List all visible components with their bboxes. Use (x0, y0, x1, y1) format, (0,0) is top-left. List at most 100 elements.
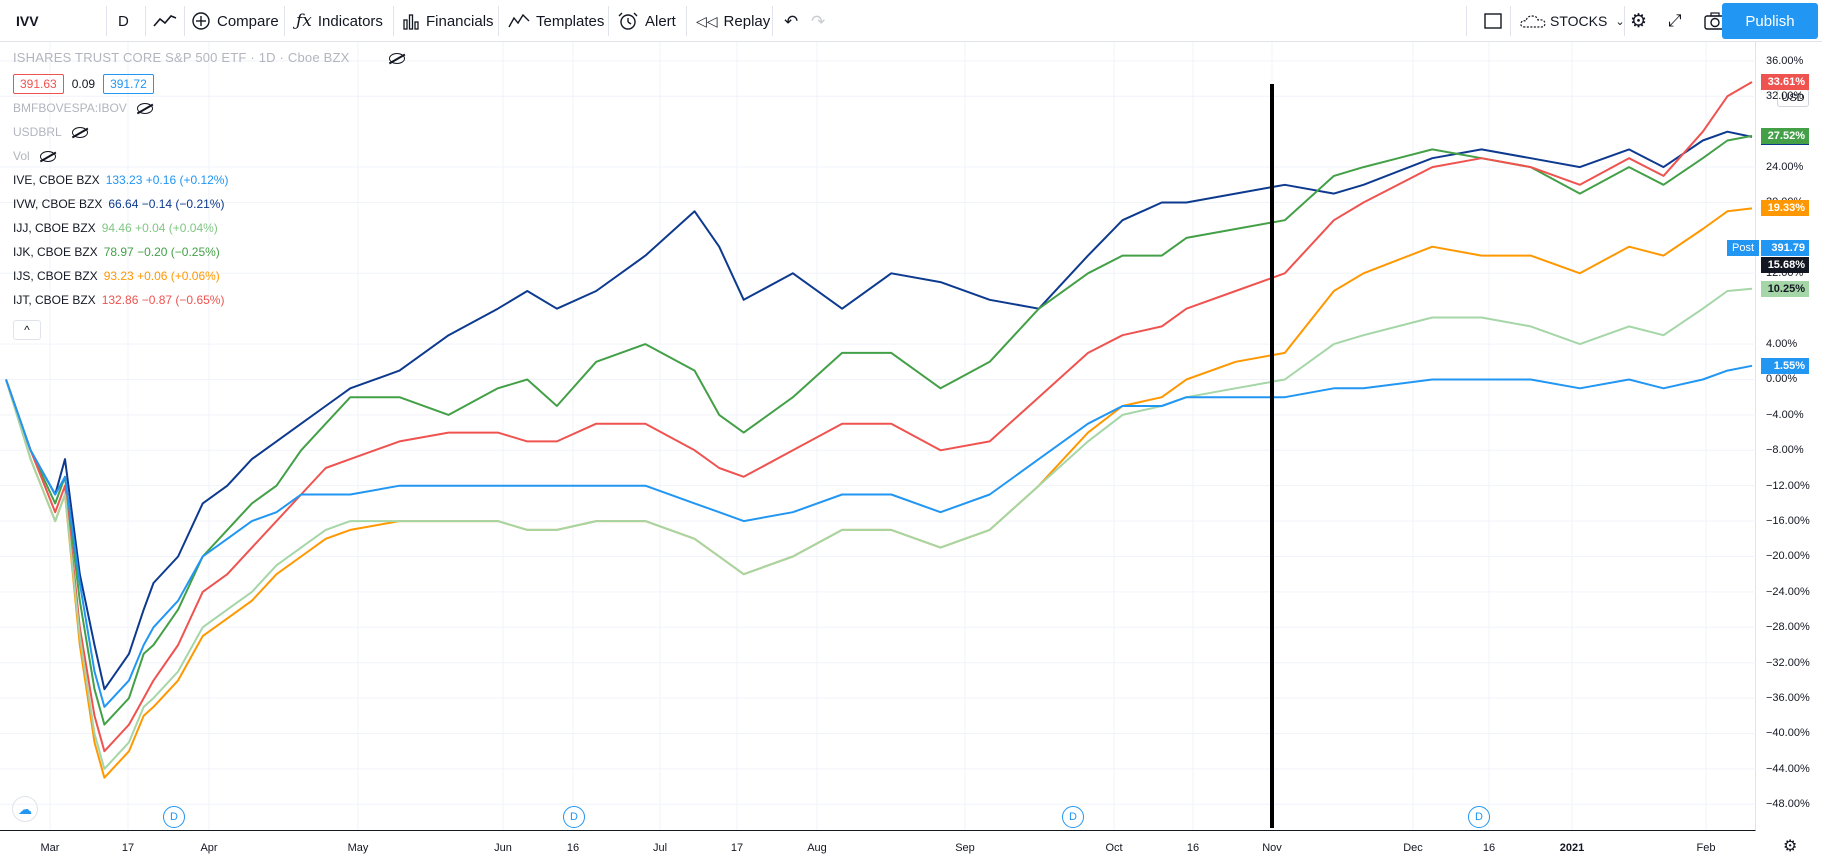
replay-label: Replay (723, 12, 771, 30)
series-line-ijk[interactable] (5, 134, 1753, 726)
series-line-ijj[interactable] (5, 287, 1753, 770)
fullscreen-button[interactable]: ⤢ (1668, 0, 1682, 42)
y-tick-label: −48.00% (1766, 798, 1810, 811)
divider (608, 6, 609, 36)
chart-type-button[interactable] (153, 0, 177, 42)
series-change: +0.04 (+0.04%) (135, 221, 218, 235)
series-price: 93.23 (103, 269, 134, 283)
templates-icon (508, 13, 530, 28)
series-price: 133.23 (105, 173, 143, 187)
bid-price: 391.63 (13, 74, 64, 94)
x-tick-label: Nov (1262, 842, 1282, 854)
last-value-tag-ive: 1.55% (1761, 357, 1809, 374)
chart-canvas[interactable] (0, 42, 1822, 862)
legend-row-ive[interactable]: IVE, CBOE BZX 133.23 +0.16 (+0.12%) (13, 168, 405, 192)
hidden-eye-icon[interactable] (71, 126, 88, 138)
series-name: IJK, CBOE BZX (13, 245, 98, 259)
bar-chart-icon (403, 14, 419, 30)
post-price-tag: 391.79 (1761, 240, 1809, 256)
interval-button[interactable]: D (118, 0, 129, 42)
publish-button[interactable]: Publish (1722, 3, 1818, 39)
legend-hidden-row[interactable]: Vol (13, 144, 405, 168)
x-tick-label: Apr (200, 842, 218, 854)
legend-row-ijt[interactable]: IJT, CBOE BZX 132.86 −0.87 (−0.65%) (13, 288, 405, 312)
indicators-label: Indicators (317, 12, 383, 30)
dividend-marker[interactable]: D (1062, 806, 1084, 828)
top-toolbar: IVV D Compare ƒx Indicators Financials T… (0, 0, 1822, 42)
redo-button[interactable]: ↷ (811, 0, 831, 42)
legend-hidden-row[interactable]: BMFBOVESPA:IBOV (13, 96, 405, 120)
alert-button[interactable]: Alert (617, 0, 676, 42)
financials-button[interactable]: Financials (402, 0, 494, 42)
series-name: IJT, CBOE BZX (13, 293, 96, 307)
y-tick-label: −28.00% (1766, 621, 1810, 634)
x-tick-label: 16 (1482, 842, 1496, 854)
y-tick-label: −20.00% (1766, 550, 1810, 563)
dividend-marker[interactable]: D (163, 806, 185, 828)
y-tick-label: −32.00% (1766, 656, 1810, 669)
series-price: 78.97 (103, 245, 134, 259)
replay-button[interactable]: ◁◁ Replay (696, 0, 770, 42)
y-tick-label: −40.00% (1766, 727, 1810, 740)
settings-button[interactable]: ⚙ (1630, 0, 1647, 42)
divider (393, 6, 394, 36)
divider (145, 6, 146, 36)
bid-ask-row: 391.63 0.09 391.72 (13, 72, 405, 96)
y-tick-label: 0.00% (1766, 373, 1798, 386)
series-line-ivw[interactable] (5, 130, 1753, 691)
tradingview-logo[interactable]: ☁ (12, 796, 38, 822)
expand-icon: ⤢ (1668, 11, 1682, 30)
legend-row-ivw[interactable]: IVW, CBOE BZX 66.64 −0.14 (−0.21%) (13, 192, 405, 216)
last-value-tag-ijj: 10.25% (1761, 280, 1809, 297)
series-name: IJS, CBOE BZX (13, 269, 98, 283)
hidden-eye-icon[interactable] (389, 52, 406, 64)
divider (498, 6, 499, 36)
divider (184, 6, 185, 36)
hidden-eye-icon[interactable] (136, 102, 153, 114)
market-selector[interactable]: STOCKS ⌄ (1520, 0, 1625, 42)
axis-settings-button[interactable]: ⚙ (1783, 836, 1797, 856)
x-tick-label: Oct (1105, 842, 1123, 854)
templates-label: Templates (536, 12, 605, 30)
templates-button[interactable]: Templates (508, 0, 604, 42)
x-tick-label: Dec (1403, 842, 1423, 854)
function-icon: ƒx (296, 10, 312, 31)
legend-row-ijs[interactable]: IJS, CBOE BZX 93.23 +0.06 (+0.06%) (13, 264, 405, 288)
alert-label: Alert (645, 12, 676, 30)
hidden-eye-icon[interactable] (39, 150, 56, 162)
legend-hidden-row[interactable]: USDBRL (13, 120, 405, 144)
series-price: 132.86 (101, 293, 139, 307)
series-change: −0.20 (−0.25%) (137, 245, 220, 259)
compare-button[interactable]: Compare (191, 0, 279, 42)
series-line-ijt[interactable] (5, 81, 1753, 753)
square-icon (1484, 13, 1502, 29)
x-tick-label: 16 (566, 842, 580, 854)
dividend-marker[interactable]: D (563, 806, 585, 828)
chart-area[interactable]: ISHARES TRUST CORE S&P 500 ETF · 1D · Cb… (0, 42, 1822, 862)
dividend-marker[interactable]: D (1468, 806, 1490, 828)
post-market-label: Post (1727, 240, 1760, 256)
series-name: IVW, CBOE BZX (13, 197, 103, 211)
divider (1510, 6, 1511, 36)
x-tick-label: 17 (730, 842, 744, 854)
legend-row-ijk[interactable]: IJK, CBOE BZX 78.97 −0.20 (−0.25%) (13, 240, 405, 264)
x-tick-label: Mar (40, 842, 60, 854)
currency-label: USD (1781, 92, 1805, 104)
gear-icon: ⚙ (1630, 10, 1648, 32)
series-line-ive[interactable] (5, 364, 1753, 708)
indicators-button[interactable]: ƒx Indicators (296, 0, 383, 42)
x-tick-label: 16 (1186, 842, 1200, 854)
rewind-icon: ◁◁ (696, 13, 718, 29)
last-value-tag-ijt: 33.61% (1761, 74, 1809, 90)
undo-button[interactable]: ↶ (784, 0, 804, 42)
fullscreen-layout-button[interactable] (1484, 0, 1502, 42)
y-tick-label: −36.00% (1766, 692, 1810, 705)
plot-frame (0, 42, 1756, 831)
x-tick-label: Feb (1696, 842, 1716, 854)
last-value-tag-ijk: 27.52% (1761, 127, 1809, 144)
symbol-search-button[interactable]: IVV (16, 0, 39, 42)
compare-label: Compare (217, 12, 279, 30)
legend-row-ijj[interactable]: IJJ, CBOE BZX 94.46 +0.04 (+0.04%) (13, 216, 405, 240)
y-tick-label: −24.00% (1766, 585, 1810, 598)
legend-collapse-button[interactable]: ^ (13, 320, 41, 340)
